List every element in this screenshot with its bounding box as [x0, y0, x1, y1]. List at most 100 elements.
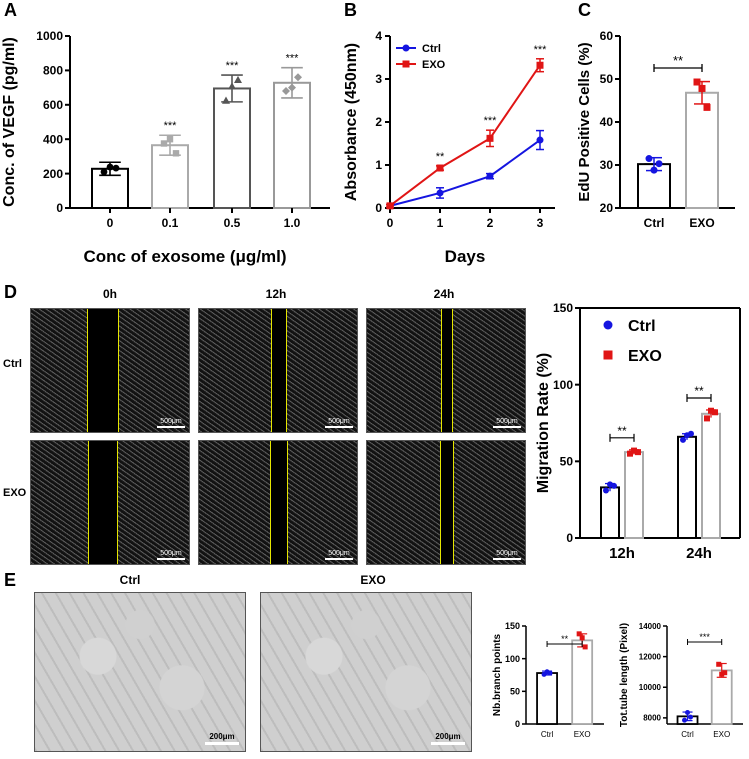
scale-bar-label: 500μm	[496, 418, 518, 425]
x-tick-label: 3	[537, 216, 544, 230]
data-point	[716, 661, 722, 667]
data-point	[294, 73, 302, 82]
data-point	[536, 136, 544, 144]
col-label-24h: 24h	[433, 287, 455, 301]
chart-e2: 8000 10000 12000 14000 Tot.tube length (Pixe…	[619, 622, 743, 739]
scale-bar-line	[325, 426, 353, 428]
data-point	[698, 84, 706, 92]
data-point	[603, 487, 609, 494]
data-point	[688, 430, 694, 437]
significance-label: **	[436, 151, 445, 163]
y-tick-label: 800	[43, 64, 63, 78]
significance-label: ***	[534, 44, 548, 56]
data-point	[685, 710, 691, 716]
x-tick-label: Ctrl	[681, 730, 694, 739]
x-tick-label: 12h	[609, 545, 635, 562]
bar	[571, 639, 594, 725]
scale-bar-label: 200μm	[209, 732, 235, 741]
scratch-gap	[87, 309, 119, 432]
e-col-label-exo: EXO	[360, 573, 386, 587]
data-point	[582, 644, 588, 650]
scratch-micrograph: 500μm	[30, 308, 190, 433]
chart-d: 0 50 100 150 Migration Rate (%) 12h ** 24h ** Ctr…	[535, 301, 741, 562]
data-point	[645, 155, 653, 163]
bar	[701, 412, 721, 539]
chart-b: 0 1 2 3 4 0 1 2 3 Absorbance (450nm) Days Ctrl EXO **…	[343, 29, 555, 266]
row-label-ctrl: Ctrl	[3, 358, 22, 370]
scale-bar: 500μm	[157, 550, 185, 560]
x-axis-title: Conc of exosome (μg/ml)	[83, 247, 286, 266]
scale-bar-label: 500μm	[496, 550, 518, 557]
y-tick-label: 8000	[643, 714, 661, 723]
y-tick-label: 0	[375, 201, 382, 215]
y-axis-title: Absorbance (450nm)	[343, 43, 360, 201]
x-tick-label: EXO	[689, 216, 714, 230]
panel-label-a: A	[4, 0, 17, 20]
scratch-gap	[440, 441, 454, 564]
data-point	[680, 436, 686, 443]
bar	[536, 672, 558, 725]
row-label-exo: EXO	[3, 487, 27, 499]
data-point	[486, 172, 494, 180]
scale-bar-label: 500μm	[160, 550, 182, 557]
data-point	[650, 166, 658, 174]
y-tick-label: 14000	[639, 622, 662, 631]
y-tick-label: 0	[515, 719, 520, 729]
data-point	[682, 717, 688, 723]
panel-label-e: E	[4, 570, 17, 590]
y-axis-title: Conc. of VEGF (pg/ml)	[1, 37, 18, 207]
data-point	[631, 447, 637, 454]
scratch-micrograph: 500μm	[198, 308, 358, 433]
y-tick-label: 0	[566, 531, 573, 545]
scale-bar-label: 500μm	[160, 418, 182, 425]
data-point	[112, 164, 120, 172]
bar	[624, 451, 644, 539]
data-point	[635, 449, 641, 456]
y-tick-label: 50	[600, 72, 614, 86]
chart-c: 20 30 40 50 60 EdU Positive Cells (%) Ctrl EXO *…	[576, 29, 735, 230]
bar	[151, 144, 189, 209]
y-tick-label: 12000	[639, 652, 662, 661]
x-tick-label: 24h	[686, 545, 712, 562]
data-point	[160, 140, 168, 147]
tube-formation-image: 200μm	[260, 592, 472, 752]
scale-bar-line	[157, 558, 185, 560]
y-tick-label: 200	[43, 167, 63, 181]
data-point	[708, 407, 714, 414]
y-tick-label: 10000	[639, 683, 662, 692]
y-tick-label: 20	[600, 201, 614, 215]
bar	[600, 486, 620, 539]
scratch-micrograph: 500μm	[366, 308, 526, 433]
y-tick-label: 3	[375, 72, 382, 86]
data-point	[436, 189, 444, 197]
panel-label-c: C	[578, 0, 591, 20]
y-tick-label: 150	[505, 621, 520, 631]
scale-bar: 500μm	[157, 418, 185, 428]
scale-bar-line	[493, 426, 521, 428]
bar	[677, 435, 697, 539]
legend-marker	[402, 44, 410, 52]
e-col-label-ctrl: Ctrl	[119, 573, 141, 587]
scratch-micrograph: 500μm	[198, 440, 358, 565]
bar	[273, 81, 311, 209]
col-label-0h: 0h	[102, 287, 117, 301]
y-axis-title: Tot.tube length (Pixel)	[619, 623, 630, 727]
data-point	[100, 168, 108, 176]
y-tick-label: 60	[600, 29, 614, 43]
data-point	[436, 164, 444, 172]
scale-bar-line	[493, 558, 521, 560]
data-point	[166, 136, 174, 143]
significance-label: **	[673, 53, 683, 68]
data-point	[712, 409, 718, 416]
significance-label: ***	[484, 115, 498, 127]
x-tick-label: Ctrl	[644, 216, 665, 230]
y-tick-label: 100	[553, 378, 573, 392]
significance-label: **	[561, 634, 569, 644]
data-point	[486, 134, 494, 142]
scale-bar: 500μm	[493, 418, 521, 428]
y-tick-label: 400	[43, 132, 63, 146]
legend-label: EXO	[422, 59, 446, 71]
scale-bar: 500μm	[325, 550, 353, 560]
scale-bar-line	[431, 742, 465, 745]
data-point	[386, 202, 394, 210]
